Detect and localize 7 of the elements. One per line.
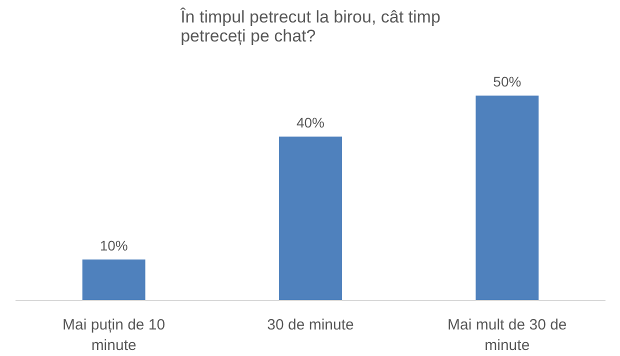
chart-title: În timpul petrecut la birou, cât timp petreceți pe chat?: [180, 8, 440, 46]
data-label: 50%: [493, 74, 522, 90]
data-label: 10%: [100, 238, 128, 254]
x-tick-label: Mai puțin de 10 minute: [62, 316, 166, 354]
x-tick-label: 30 de minute: [267, 316, 354, 334]
data-label: 40%: [296, 114, 325, 131]
x-tick-label: Mai mult de 30 de minute: [448, 316, 567, 354]
